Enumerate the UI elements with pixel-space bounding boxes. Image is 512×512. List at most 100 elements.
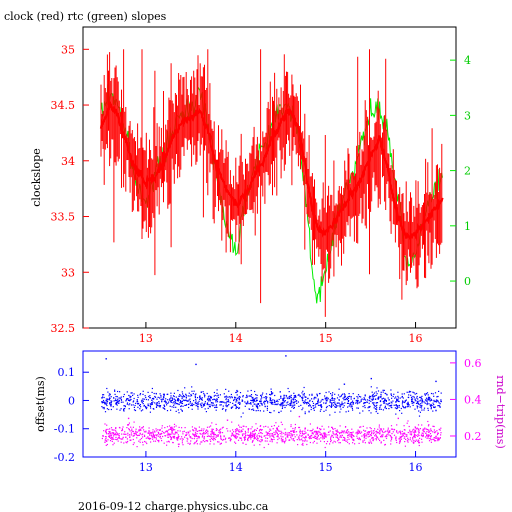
rnd-trip-point xyxy=(218,431,220,433)
rnd-trip-point xyxy=(111,440,113,442)
offset-point xyxy=(131,392,133,394)
offset-point xyxy=(102,399,105,402)
rnd-trip-point xyxy=(368,433,370,435)
rnd-trip-point xyxy=(203,428,205,430)
offset-point xyxy=(200,403,202,405)
rnd-trip-point xyxy=(301,444,303,446)
rnd-trip-point xyxy=(337,431,339,433)
offset-point xyxy=(185,399,187,401)
offset-point xyxy=(237,402,239,404)
offset-point xyxy=(347,397,350,399)
rnd-trip-point xyxy=(215,428,218,430)
rnd-trip-point xyxy=(233,435,236,437)
rnd-trip-point xyxy=(363,429,365,431)
rnd-trip-point xyxy=(357,431,359,433)
rnd-trip-point xyxy=(335,430,337,432)
rnd-trip-point xyxy=(277,434,279,436)
rnd-trip-point xyxy=(323,435,325,437)
rnd-trip-point xyxy=(211,432,213,434)
offset-point xyxy=(295,396,297,398)
rnd-trip-point xyxy=(164,435,167,437)
offset-point xyxy=(284,401,286,403)
rnd-trip-point xyxy=(417,430,419,432)
offset-point xyxy=(172,398,174,400)
rnd-trip-point xyxy=(353,439,355,442)
offset-point xyxy=(213,404,215,406)
rnd-trip-point xyxy=(215,429,217,432)
rnd-trip-point xyxy=(241,430,243,432)
offset-point xyxy=(128,408,130,410)
offset-point xyxy=(296,400,298,402)
offset-point xyxy=(181,396,183,398)
offset-point xyxy=(161,401,163,403)
rnd-trip-point xyxy=(139,433,141,435)
rnd-trip-point xyxy=(110,435,113,437)
offset-point xyxy=(247,402,249,404)
offset-point xyxy=(211,404,213,406)
offset-point xyxy=(209,406,211,408)
offset-point xyxy=(375,408,377,410)
offset-point xyxy=(293,392,295,394)
rnd-trip-point xyxy=(294,427,296,429)
offset-point xyxy=(256,403,258,405)
offset-point xyxy=(238,407,240,410)
rnd-trip-point xyxy=(121,428,123,430)
rnd-trip-point xyxy=(323,434,325,436)
rnd-trip-point xyxy=(174,433,176,435)
offset-point xyxy=(112,406,114,408)
rnd-trip-point xyxy=(122,436,124,438)
offset-point xyxy=(430,408,432,410)
rnd-trip-point xyxy=(177,443,179,445)
rnd-trip-point xyxy=(316,437,318,439)
rnd-trip-point xyxy=(410,433,412,436)
offset-point xyxy=(230,393,232,396)
rnd-trip-point xyxy=(170,438,172,441)
offset-point xyxy=(360,396,362,398)
rnd-trip-point xyxy=(340,436,342,438)
offset-point xyxy=(105,400,107,402)
offset-point xyxy=(359,412,361,414)
offset-point xyxy=(421,399,424,401)
offset-point xyxy=(106,400,109,402)
offset-point xyxy=(287,398,289,400)
y2-tick-label: 0 xyxy=(464,275,471,288)
offset-point xyxy=(159,393,161,395)
rnd-trip-point xyxy=(322,438,324,440)
rnd-trip-point xyxy=(162,435,164,438)
rnd-trip-point xyxy=(291,435,293,437)
offset-point xyxy=(435,401,438,403)
offset-point xyxy=(421,405,423,407)
rnd-trip-point xyxy=(123,442,125,444)
rnd-trip-point xyxy=(352,431,354,433)
offset-point xyxy=(264,406,266,408)
rnd-trip-point xyxy=(437,432,439,434)
rnd-trip-point xyxy=(166,444,168,446)
rnd-trip-point xyxy=(269,428,271,430)
offset-point xyxy=(232,406,234,408)
rnd-trip-point xyxy=(240,426,242,428)
offset-point xyxy=(178,395,180,397)
offset-point xyxy=(407,406,409,408)
rnd-trip-point xyxy=(309,436,311,438)
offset-point xyxy=(238,401,240,403)
rnd-trip-point xyxy=(275,430,277,432)
rnd-trip-point xyxy=(344,426,347,428)
offset-point xyxy=(194,394,196,396)
offset-point xyxy=(189,400,191,403)
offset-point xyxy=(227,405,229,407)
rnd-trip-point xyxy=(321,434,323,437)
offset-point xyxy=(208,400,210,402)
rnd-trip-point xyxy=(108,430,110,433)
rnd-trip-point xyxy=(363,435,365,437)
rnd-trip-point xyxy=(373,432,375,434)
offset-point xyxy=(159,397,161,399)
rnd-trip-point xyxy=(409,431,411,433)
offset-point xyxy=(388,408,390,410)
offset-point xyxy=(179,394,181,396)
rnd-trip-point xyxy=(358,432,360,434)
offset-point xyxy=(394,407,396,409)
y-tick-label: 33 xyxy=(61,266,75,279)
rnd-trip-point xyxy=(220,442,222,444)
rnd-trip-point xyxy=(116,432,118,434)
rnd-trip-point xyxy=(109,432,111,434)
